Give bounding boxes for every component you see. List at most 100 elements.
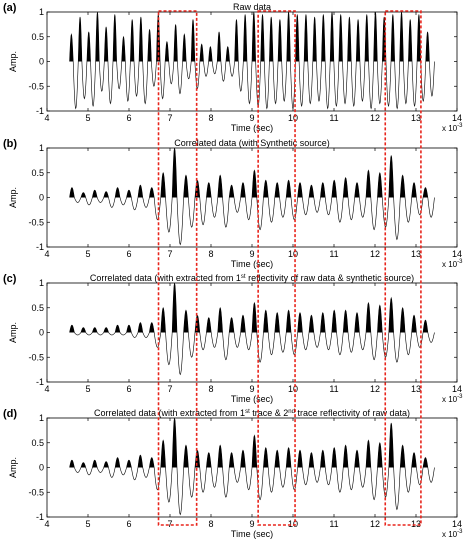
y-tick-label: 0.5 <box>31 32 44 42</box>
x-tick-label: 9 <box>249 519 254 529</box>
x-tick-label: 10 <box>288 113 298 123</box>
x-tick-label: 8 <box>208 384 213 394</box>
x-multiplier-exponent: -3 <box>457 259 463 265</box>
y-tick-label: -1 <box>36 106 44 116</box>
x-axis-label: Time (sec) <box>231 394 273 404</box>
y-tick-label: 1 <box>39 413 44 423</box>
x-tick-label: 9 <box>249 113 254 123</box>
y-tick-label: -0.5 <box>28 81 44 91</box>
trace-line <box>69 282 435 376</box>
panel-title: Correlated data (with extracted from 1st… <box>94 408 410 418</box>
x-tick-label: 12 <box>370 519 380 529</box>
trace-positive-fill <box>69 12 435 62</box>
x-tick-label: 5 <box>85 384 90 394</box>
x-axis-label: Time (sec) <box>231 259 273 269</box>
panel-b: (b) Correlated data (with Synthetic sourc… <box>3 138 463 269</box>
highlight-overlay <box>157 10 422 526</box>
x-tick-label: 12 <box>370 113 380 123</box>
x-tick-label: 9 <box>249 249 254 259</box>
x-tick-label: 6 <box>126 384 131 394</box>
panel-title: Correlated data (with Synthetic source) <box>174 138 330 148</box>
y-axis-label: Amp. <box>8 457 18 478</box>
x-tick-label: 5 <box>85 113 90 123</box>
y-tick-label: 1 <box>39 7 44 17</box>
x-tick-label: 10 <box>288 519 298 529</box>
title-part: nd <box>288 409 295 415</box>
title-part: reflectivity of raw data & synthetic sou… <box>246 273 415 283</box>
highlight-window-1 <box>157 10 198 526</box>
x-tick-label: 4 <box>44 249 49 259</box>
trace-positive-fill <box>69 148 435 198</box>
y-tick-label: 0 <box>39 328 44 338</box>
x-tick-label: 4 <box>44 113 49 123</box>
title-part: st <box>241 274 246 280</box>
y-tick-label: 0 <box>39 57 44 67</box>
x-tick-label: 4 <box>44 519 49 529</box>
x-tick-label: 14 <box>452 113 462 123</box>
y-tick-label: -0.5 <box>28 217 44 227</box>
x-tick-label: 11 <box>329 113 338 123</box>
x-tick-label: 11 <box>329 519 338 529</box>
x-multiplier: x 10-3 <box>442 123 463 133</box>
x-multiplier-exponent: -3 <box>457 394 463 400</box>
panel-label: (a) <box>3 2 17 14</box>
panel-a: (a) Raw data 4 5 6 7 8 9 10 11 12 13 14 -1 -0.5 0 0.5 1 Ti… <box>3 2 463 133</box>
x-tick-label: 8 <box>208 113 213 123</box>
panel-c: (c) Correlated data (with extracted from … <box>3 273 463 404</box>
x-axis-label: Time (sec) <box>231 529 273 539</box>
y-axis-label: Amp. <box>8 187 18 208</box>
x-tick-label: 5 <box>85 249 90 259</box>
highlight-window-3 <box>384 10 422 526</box>
y-axis-label: Amp. <box>8 51 18 72</box>
x-tick-label: 6 <box>126 249 131 259</box>
x-multiplier: x 10-3 <box>442 394 463 404</box>
x-multiplier-exponent: -3 <box>457 123 463 129</box>
x-tick-label: 8 <box>208 519 213 529</box>
x-tick-label: 7 <box>167 519 172 529</box>
y-tick-label: 0.5 <box>31 438 44 448</box>
x-tick-label: 12 <box>370 249 380 259</box>
y-tick-label: -0.5 <box>28 487 44 497</box>
y-tick-label: 0.5 <box>31 303 44 313</box>
x-tick-label: 7 <box>167 113 172 123</box>
x-tick-label: 8 <box>208 249 213 259</box>
y-tick-label: 1 <box>39 278 44 288</box>
y-tick-label: -1 <box>36 377 44 387</box>
x-tick-label: 13 <box>411 113 421 123</box>
title-part: Correlated data (with extracted from 1 <box>94 408 245 418</box>
title-part: trace & 2 <box>250 408 289 418</box>
x-tick-label: 13 <box>411 519 421 529</box>
trace-line <box>69 417 435 516</box>
x-tick-label: 11 <box>329 249 338 259</box>
x-tick-label: 12 <box>370 384 380 394</box>
x-multiplier-base: x 10 <box>442 530 458 539</box>
x-tick-label: 6 <box>126 519 131 529</box>
x-tick-label: 14 <box>452 384 462 394</box>
trace-line <box>69 11 435 110</box>
panel-label: (d) <box>3 408 17 420</box>
panel-label: (c) <box>3 273 17 285</box>
x-multiplier: x 10-3 <box>442 259 463 269</box>
panel-title: Raw data <box>233 2 271 12</box>
x-multiplier-base: x 10 <box>442 124 458 133</box>
x-tick-label: 7 <box>167 384 172 394</box>
x-tick-label: 11 <box>329 384 338 394</box>
y-axis-label: Amp. <box>8 322 18 343</box>
title-part: Correlated data (with extracted from 1 <box>90 273 241 283</box>
x-tick-label: 14 <box>452 519 462 529</box>
y-tick-label: 1 <box>39 143 44 153</box>
x-tick-label: 10 <box>288 384 298 394</box>
x-multiplier-exponent: -3 <box>457 529 463 535</box>
x-multiplier-base: x 10 <box>442 395 458 404</box>
trace-positive-fill <box>69 418 435 468</box>
y-tick-label: 0.5 <box>31 168 44 178</box>
y-tick-label: 0 <box>39 463 44 473</box>
y-tick-label: -1 <box>36 242 44 252</box>
x-tick-label: 14 <box>452 249 462 259</box>
x-tick-label: 6 <box>126 113 131 123</box>
x-tick-label: 5 <box>85 519 90 529</box>
panel-title: Correlated data (with extracted from 1st… <box>90 273 414 283</box>
x-tick-label: 10 <box>288 249 298 259</box>
